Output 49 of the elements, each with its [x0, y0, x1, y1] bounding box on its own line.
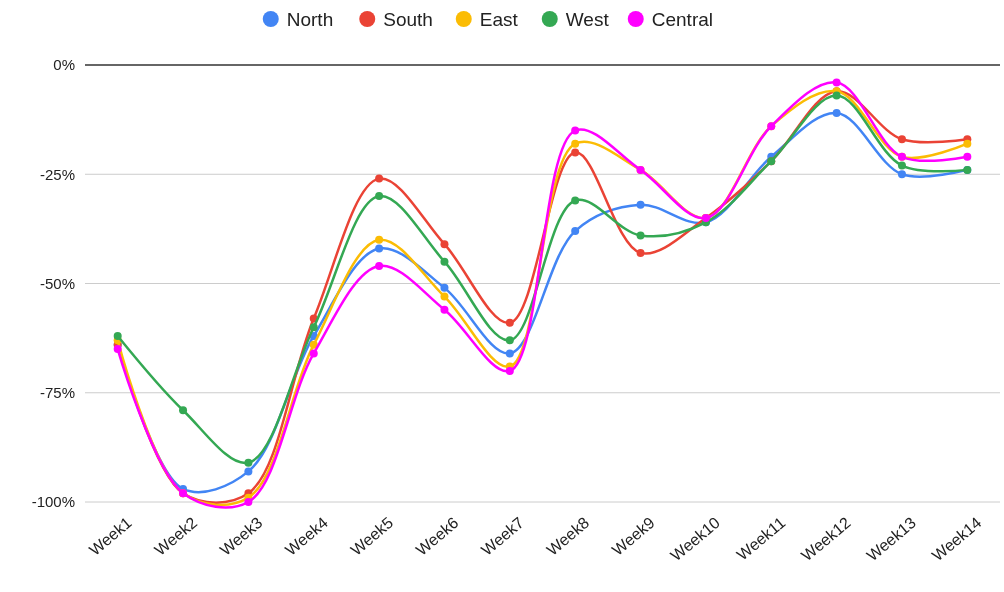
- point: [505, 366, 514, 375]
- y-tick-label: -100%: [31, 493, 75, 511]
- y-tick-label: -50%: [39, 274, 75, 292]
- point: [636, 200, 645, 209]
- legend-label: North: [286, 8, 334, 30]
- point: [375, 244, 384, 253]
- point: [179, 406, 188, 415]
- y-tick-label: 0%: [53, 56, 75, 74]
- point: [963, 139, 972, 148]
- point: [636, 231, 645, 240]
- point: [440, 292, 449, 301]
- legend-label: West: [565, 8, 610, 30]
- point: [897, 135, 906, 144]
- point: [636, 248, 645, 257]
- point: [440, 283, 449, 292]
- point: [113, 345, 122, 354]
- point: [897, 161, 906, 170]
- point: [832, 78, 841, 87]
- point: [309, 323, 318, 332]
- point: [897, 170, 906, 179]
- point: [571, 126, 580, 135]
- y-tick-label: -75%: [39, 384, 75, 401]
- point: [571, 139, 580, 148]
- legend-label: East: [479, 8, 519, 30]
- legend-label: South: [383, 8, 433, 30]
- point: [113, 331, 122, 340]
- point: [440, 257, 449, 266]
- point: [309, 349, 318, 358]
- point: [505, 349, 514, 358]
- legend-label: Central: [651, 8, 713, 30]
- point: [375, 235, 384, 244]
- point: [505, 318, 514, 327]
- point: [244, 467, 253, 476]
- point: [571, 196, 580, 205]
- point: [571, 148, 580, 157]
- point: [832, 109, 841, 118]
- y-tick-label: -25%: [39, 165, 75, 183]
- point: [963, 152, 972, 161]
- point: [375, 174, 384, 183]
- point: [440, 305, 449, 314]
- point: [375, 262, 384, 271]
- point: [571, 227, 580, 236]
- point: [375, 192, 384, 201]
- point: [309, 340, 318, 349]
- point: [244, 458, 253, 467]
- point: [244, 498, 253, 506]
- point: [440, 240, 449, 249]
- point: [505, 336, 514, 345]
- point: [832, 91, 841, 100]
